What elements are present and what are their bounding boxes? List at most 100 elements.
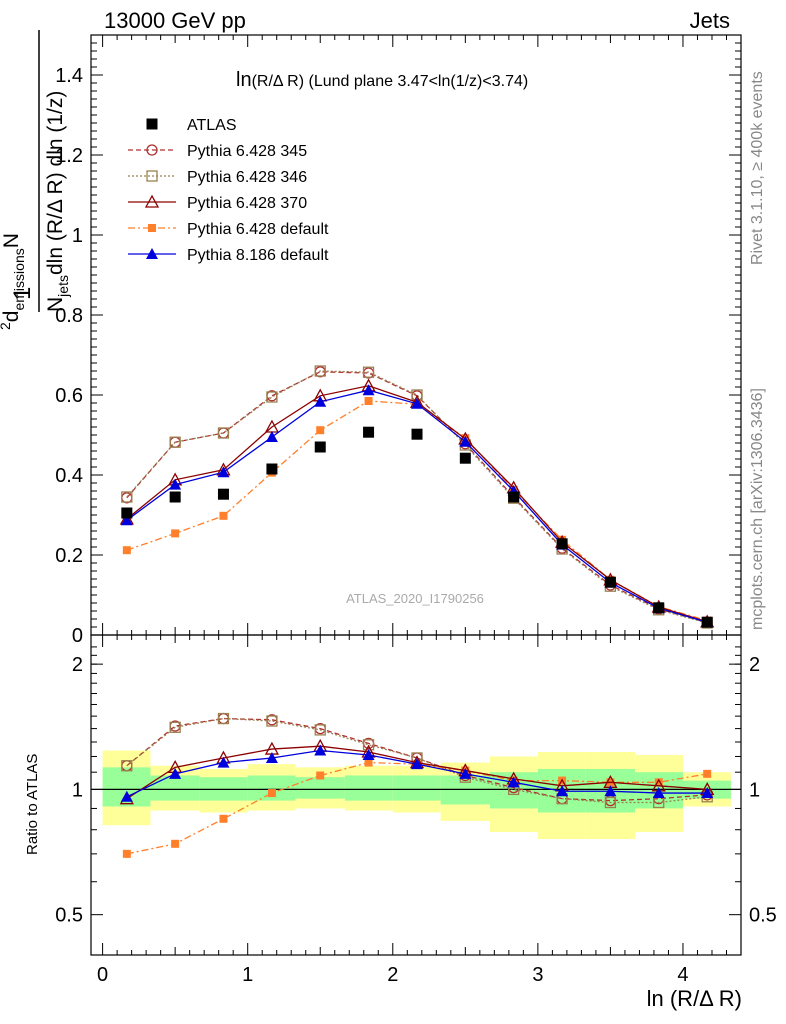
ratio-series-4-point xyxy=(411,758,424,770)
y-tick-label: 1.4 xyxy=(55,65,83,87)
x-axis-title: ln (R/Δ R) xyxy=(647,986,742,1011)
series-5-point xyxy=(314,395,327,407)
series-5-point xyxy=(411,397,424,409)
x-tick-label: 1 xyxy=(242,964,253,986)
y-axis-numerator: 2demissionsN xyxy=(0,233,27,330)
ratio-series-4-point xyxy=(556,785,569,797)
series-3-line xyxy=(126,385,708,623)
ratio-series-1-point xyxy=(169,721,181,733)
ratio-y-tick-label: 2 xyxy=(72,654,83,676)
energy-label: 13000 GeV pp xyxy=(104,8,246,33)
ratio-series-3-point xyxy=(364,758,373,767)
series-4-point xyxy=(122,546,131,555)
ratio-series-4-point xyxy=(120,790,133,802)
ratio-series-4-point xyxy=(507,776,520,788)
band-green-1 xyxy=(150,775,200,801)
y-tick-label: 0.6 xyxy=(55,385,83,407)
series-0-point xyxy=(459,452,471,464)
ratio-series-3-point xyxy=(316,771,325,780)
ratio-series-4-point xyxy=(265,751,278,763)
y-axis-title: 1 Njetsdln (R/Δ R) dln (1/z) xyxy=(9,30,71,312)
band-green-6 xyxy=(392,775,441,801)
series-2-point xyxy=(362,366,375,378)
ratio-series-3-point xyxy=(654,778,663,787)
ratio-series-layer xyxy=(119,712,715,858)
plot-title: ln(R/Δ R) (Lund plane 3.47<ln(1/z)<3.74) xyxy=(236,69,528,91)
series-0-point xyxy=(266,463,278,475)
y-tick-label: 1.2 xyxy=(55,145,83,167)
y-tick-label: 0.4 xyxy=(55,465,83,487)
band-green-4 xyxy=(295,777,345,799)
x-tick-label: 2 xyxy=(387,964,398,986)
x-tick-label: 4 xyxy=(677,964,688,986)
series-4-point xyxy=(364,397,373,405)
ratio-series-4-point xyxy=(169,767,182,779)
y-axis-title-denominator: Njetsdln (R/Δ R) dln (1/z) xyxy=(44,91,71,312)
series-0-point xyxy=(314,441,326,453)
ratio-series-3-point xyxy=(703,769,712,778)
series-0-point xyxy=(217,488,229,500)
ratio-series-4-point xyxy=(701,787,714,799)
legend-label-2: Pythia 6.428 346 xyxy=(187,169,307,186)
ratio-y-tick-label: 1 xyxy=(72,779,83,801)
ratio-y-tick-label-right: 0.5 xyxy=(749,905,777,927)
ratio-series-4-point xyxy=(217,756,230,768)
ratio-series-4-point xyxy=(314,744,327,756)
series-0-point xyxy=(169,491,181,503)
series-2-point xyxy=(266,391,278,403)
y-tick-label: 0.8 xyxy=(55,305,83,327)
ratio-series-1-point xyxy=(121,760,133,772)
legend-marker-4 xyxy=(148,224,156,232)
x-tick-label: 3 xyxy=(532,964,543,986)
legend-label-1: Pythia 6.428 345 xyxy=(187,143,307,160)
y-tick-label: 0.2 xyxy=(55,545,83,567)
series-4-point xyxy=(316,426,325,435)
series-2-point xyxy=(121,491,133,503)
series-5-point xyxy=(169,478,182,490)
ratio-series-3-point xyxy=(267,789,276,798)
y-tick-label: 1 xyxy=(72,225,83,247)
ratio-series-1-point xyxy=(314,724,326,736)
legend-label-0: ATLAS xyxy=(187,117,237,134)
series-5-point xyxy=(459,435,472,447)
main-series-layer xyxy=(119,365,715,629)
x-tick-label: 0 xyxy=(97,964,108,986)
series-0-point xyxy=(508,491,520,503)
series-5-point xyxy=(217,466,230,478)
ratio-panel-frame xyxy=(90,634,742,956)
series-5-line xyxy=(126,389,708,623)
series-0-point xyxy=(701,616,713,628)
series-2-point xyxy=(217,427,230,439)
series-0-point xyxy=(653,602,665,614)
ratio-y-tick-label-right: 2 xyxy=(749,654,760,676)
series-0-point xyxy=(556,538,568,550)
rivet-version-label: Rivet 3.1.10, ≥ 400k events xyxy=(749,71,766,265)
legend-marker-5 xyxy=(146,248,158,259)
y-axis-title-one: 1 xyxy=(9,287,36,300)
ratio-series-4-point xyxy=(362,748,375,760)
axis-ticks: 0 1 2 3 4 0 0.2 0.4 0.6 0.8 1 1.2 1.4 0.5 1 2 0.5 1 2 xyxy=(55,34,777,986)
ratio-y-tick-label: 0.5 xyxy=(55,905,83,927)
ratio-series-3-point xyxy=(122,849,131,858)
y-axis-title-numerator: 2demissionsN xyxy=(0,233,27,330)
mcplots-label: mcplots.cern.ch [arXiv:1306.3436] xyxy=(749,388,766,630)
series-2-point xyxy=(169,436,181,448)
series-5-point xyxy=(120,514,133,526)
legend-label-3: Pythia 6.428 370 xyxy=(187,195,307,212)
series-0-point xyxy=(363,426,375,438)
ratio-series-1-point xyxy=(266,715,278,727)
legend-label-5: Pythia 8.186 default xyxy=(187,247,329,264)
ratio-y-tick-label-right: 1 xyxy=(749,779,760,801)
series-4-point xyxy=(171,529,180,538)
analysis-id-label: ATLAS_2020_I1790256 xyxy=(346,591,484,606)
ratio-series-3-point xyxy=(219,814,228,823)
series-0-point xyxy=(411,428,423,440)
series-5-point xyxy=(362,384,375,396)
ratio-series-1-point xyxy=(217,712,230,725)
ratio-axis-title: Ratio to ATLAS xyxy=(24,754,41,855)
category-label: Jets xyxy=(690,8,730,33)
band-green-5 xyxy=(344,775,393,801)
series-4-point xyxy=(219,511,228,520)
legend-label-4: Pythia 6.428 default xyxy=(187,221,329,238)
